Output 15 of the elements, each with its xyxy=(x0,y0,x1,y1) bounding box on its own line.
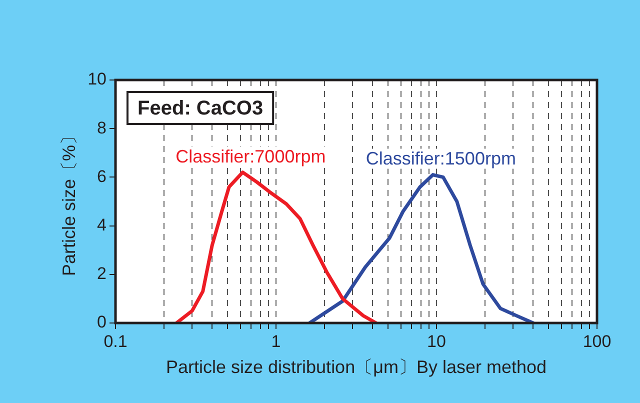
series-label: Classifier:1500rpm xyxy=(366,148,516,169)
series-label: Classifier:7000rpm xyxy=(176,146,326,166)
annotation: Feed: CaCO3 xyxy=(138,98,264,120)
x-tick-label: 0.1 xyxy=(104,332,128,351)
x-tick-label: 100 xyxy=(582,332,612,351)
x-tick-label: 10 xyxy=(427,332,446,351)
x-tick-label: 1 xyxy=(271,332,281,351)
y-tick-label: 4 xyxy=(97,215,107,234)
x-axis-title: Particle size distribution〔μm〕By laser method xyxy=(166,357,547,378)
y-tick-label: 8 xyxy=(97,118,107,138)
y-axis-title: Particle size〔%〕 xyxy=(58,126,79,276)
y-tick-label: 0 xyxy=(97,312,107,332)
y-tick-label: 10 xyxy=(88,70,107,89)
y-tick-label: 2 xyxy=(97,264,107,284)
y-tick-label: 6 xyxy=(97,166,107,186)
